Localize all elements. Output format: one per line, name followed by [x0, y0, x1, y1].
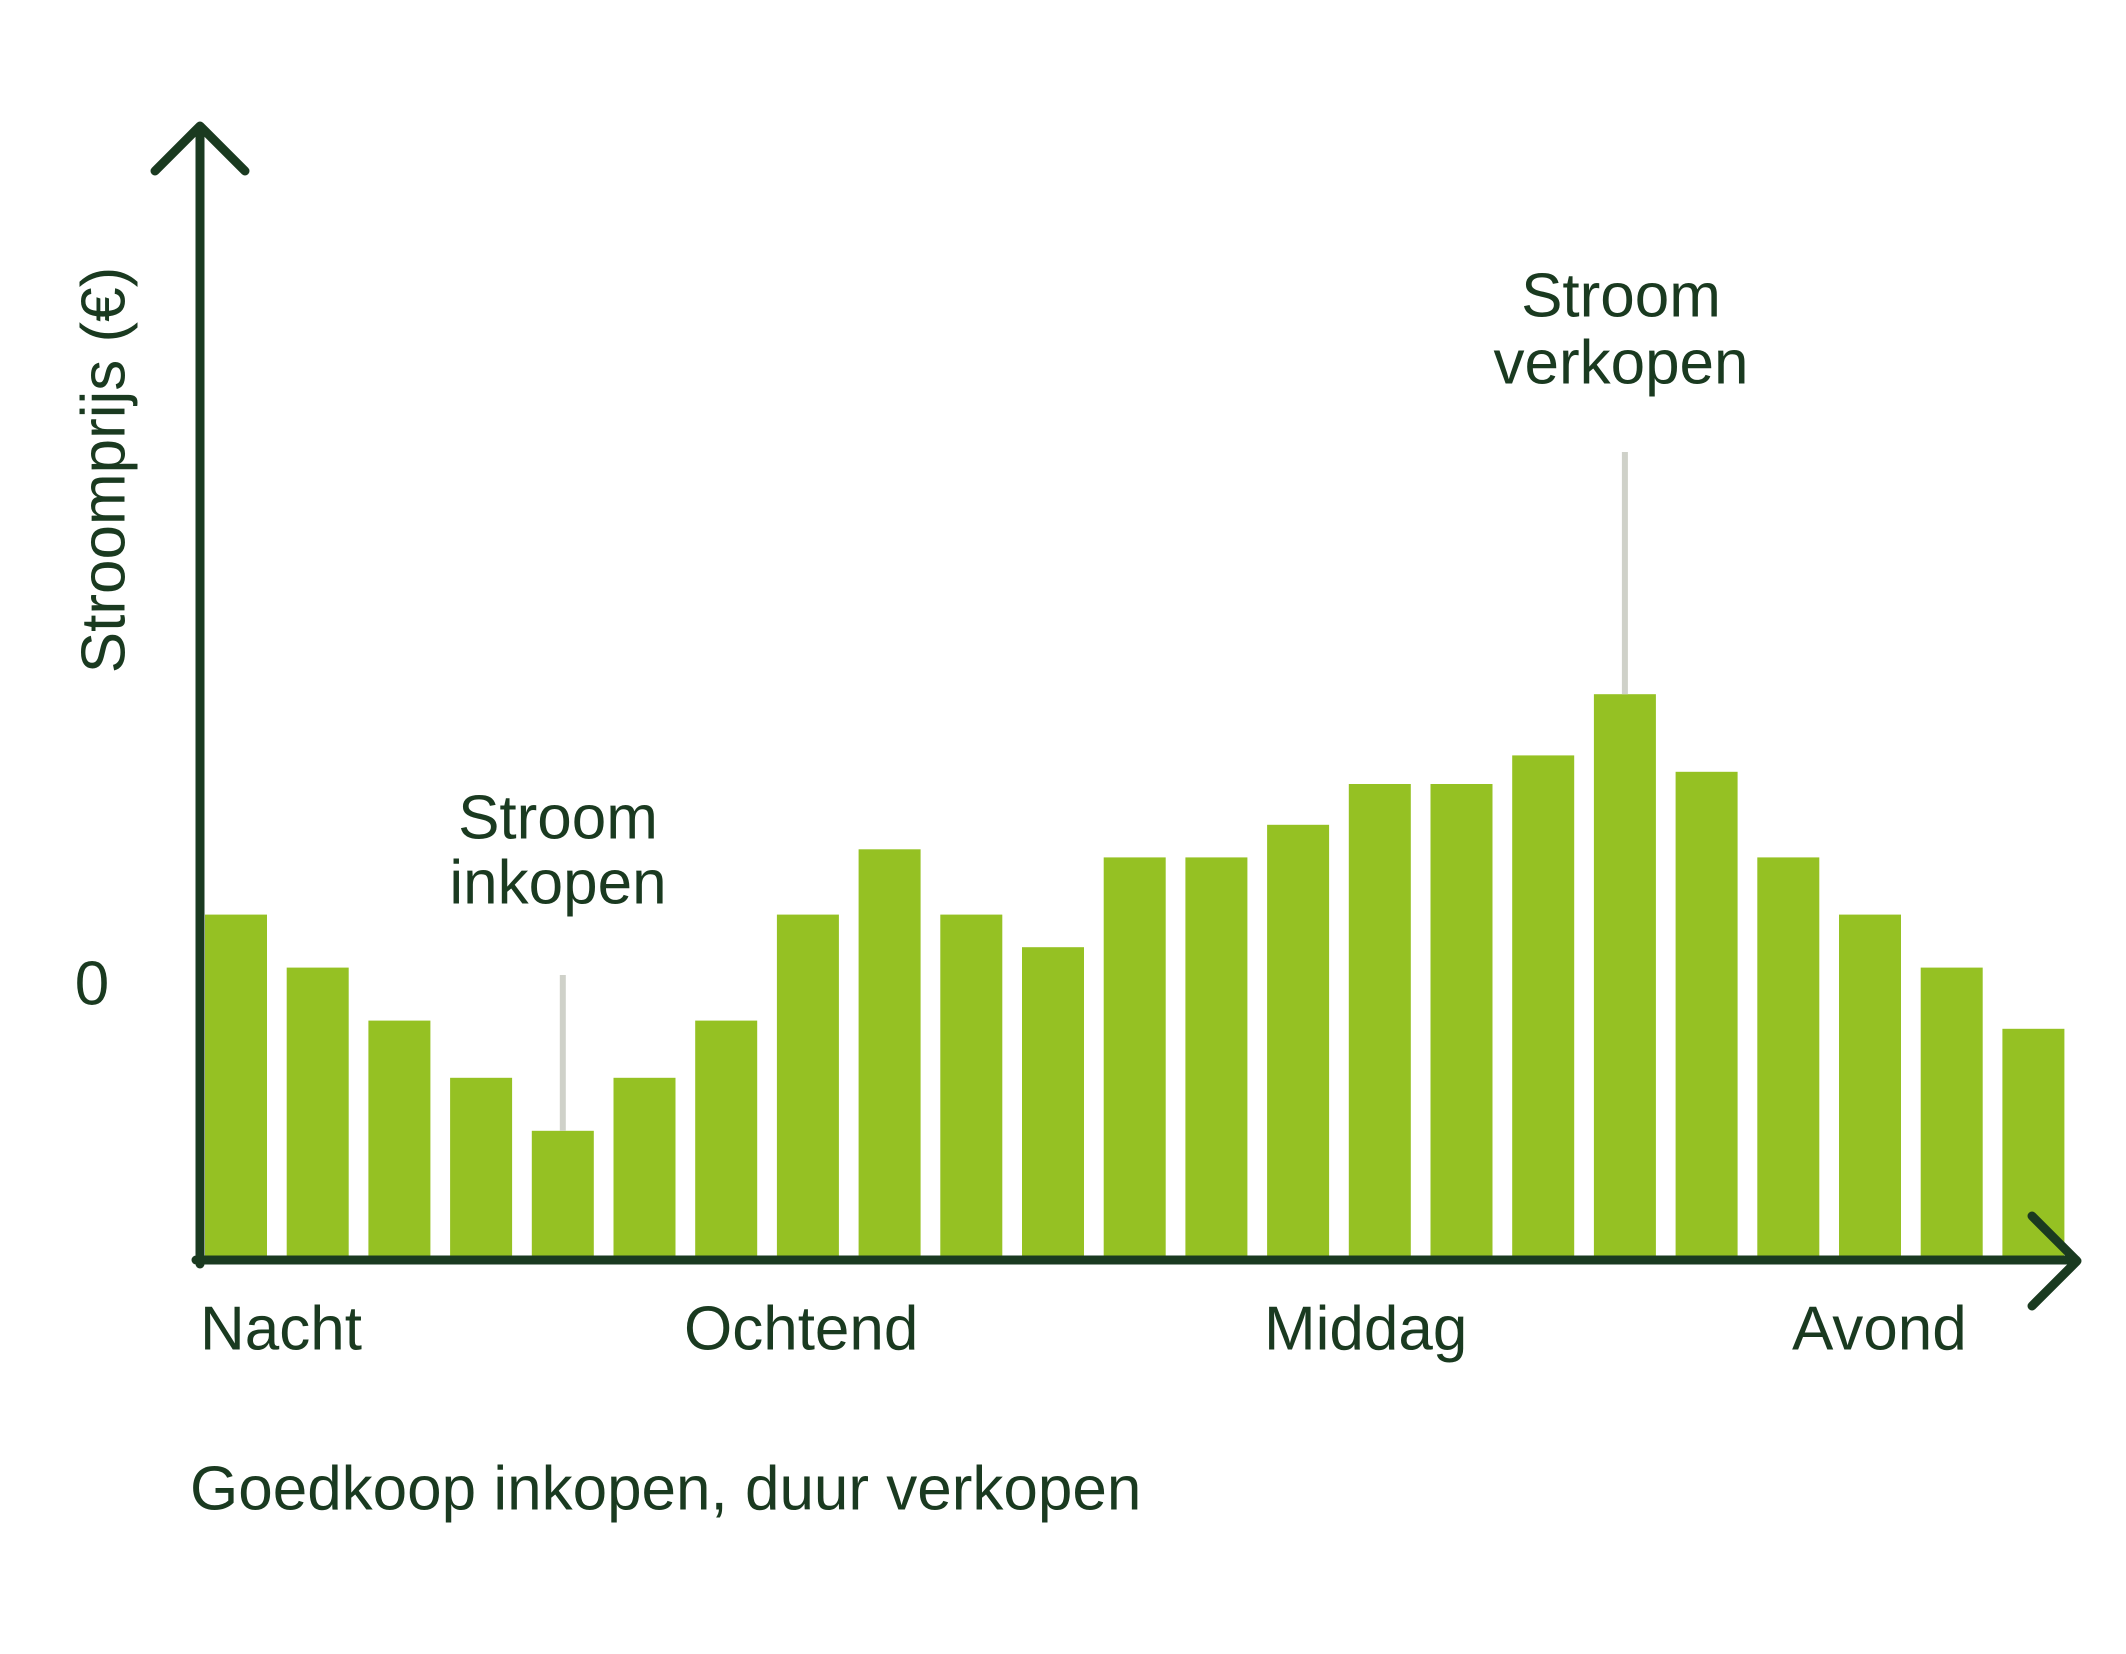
bar-6	[613, 1077, 676, 1256]
annotation-buy-line-1: Stroom	[458, 783, 658, 852]
bar-11	[1022, 947, 1084, 1256]
x-period-label-ochtend: Ochtend	[684, 1294, 918, 1363]
x-period-label-nacht: Nacht	[200, 1294, 362, 1363]
bar-22	[1920, 967, 1983, 1256]
annotation-sell-line-2: verkopen	[1493, 328, 1748, 397]
bar-5	[531, 1130, 594, 1256]
annotation-sell: Stroom verkopen	[1493, 261, 1748, 397]
bar-13	[1185, 857, 1248, 1256]
bar-3	[368, 1020, 431, 1256]
bar-20	[1757, 857, 1820, 1256]
bar-15	[1348, 784, 1411, 1256]
bar-21	[1839, 914, 1901, 1256]
bar-14	[1267, 824, 1330, 1256]
x-period-label-avond: Avond	[1792, 1294, 1967, 1363]
annotation-sell-line-1: Stroom	[1521, 261, 1721, 330]
chart-caption: Goedkoop inkopen, duur verkopen	[190, 1454, 1141, 1523]
axes	[150, 121, 2082, 1311]
x-period-label-middag: Middag	[1264, 1294, 1467, 1363]
bar-10	[940, 914, 1003, 1256]
y-zero-tick-label: 0	[75, 949, 109, 1018]
annotation-leaders	[559, 452, 1628, 1131]
bar-12	[1103, 857, 1166, 1256]
annotation-buy: Stroom inkopen	[449, 783, 666, 917]
bar-7	[695, 1020, 758, 1256]
y-axis-label: Stroomprijs (€)	[69, 267, 138, 674]
annotation-buy-line-2: inkopen	[449, 848, 666, 917]
bar-series	[205, 694, 2065, 1256]
bar-17	[1512, 755, 1575, 1256]
bar-8	[776, 914, 839, 1256]
bar-9	[858, 849, 921, 1256]
x-axis-arrowhead	[2027, 1211, 2082, 1311]
y-axis-arrowhead	[150, 121, 250, 176]
bar-16	[1430, 784, 1493, 1256]
bar-19	[1675, 771, 1738, 1256]
bar-18	[1593, 694, 1656, 1256]
bar-2	[286, 967, 349, 1256]
bar-1	[205, 914, 267, 1256]
bar-4	[450, 1077, 513, 1256]
